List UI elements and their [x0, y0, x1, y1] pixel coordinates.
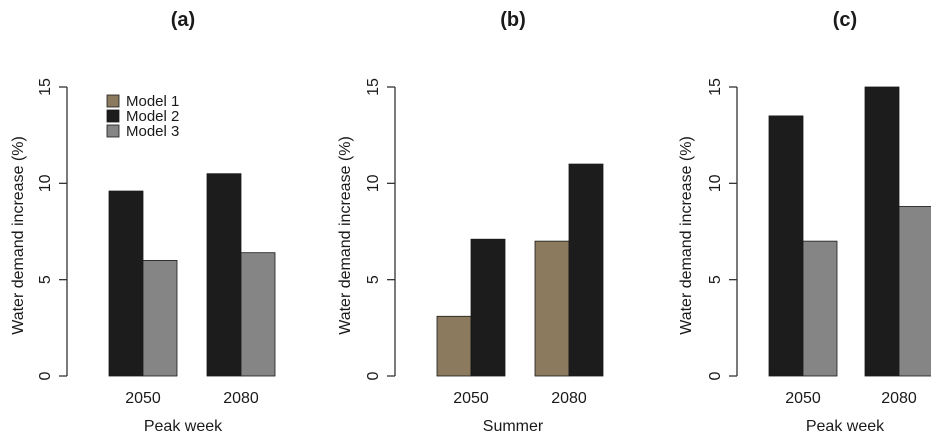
legend-swatch-model-3	[106, 124, 120, 138]
bar-model-2-2050	[470, 238, 506, 377]
y-tick-label: 0	[37, 371, 54, 380]
bar-model-3-2050	[802, 240, 838, 377]
y-tick-label: 10	[707, 174, 724, 192]
y-axis-label: Water demand increase (%)	[337, 136, 354, 335]
legend-swatch-model-2	[106, 109, 120, 123]
bar-model-1-2050	[436, 315, 472, 377]
bar-model-3-2080	[240, 252, 276, 377]
bar-model-2-2080	[864, 86, 900, 377]
x-category-label: 2050	[453, 390, 489, 407]
bar-model-2-2050	[768, 115, 804, 377]
x-category-label: 2080	[551, 390, 587, 407]
x-category-label: 2050	[785, 390, 821, 407]
x-category-label: 2080	[881, 390, 917, 407]
y-tick-label: 10	[365, 174, 382, 192]
x-category-label: 2050	[125, 390, 161, 407]
legend-swatch-model-1	[106, 94, 120, 108]
y-tick-label: 15	[365, 78, 382, 96]
legend-label: Model 2	[126, 108, 179, 125]
panel-b: (b) 0 5 10 15 Water demand increase (%) 2050 20…	[337, 9, 604, 435]
x-axis-label: Peak week	[806, 418, 885, 435]
bar-model-1-2080	[534, 240, 570, 377]
y-tick-label: 0	[707, 371, 724, 380]
panel-title: (a)	[171, 9, 195, 31]
bar-model-2-2080	[206, 173, 242, 377]
y-tick-label: 10	[37, 174, 54, 192]
x-axis-label: Peak week	[144, 418, 223, 435]
y-axis-label: Water demand increase (%)	[678, 136, 695, 335]
y-tick-label: 15	[707, 78, 724, 96]
panel-title: (c)	[833, 9, 857, 31]
bar-model-2-2050	[108, 190, 144, 377]
y-axis-label: Water demand increase (%)	[10, 136, 27, 335]
x-category-label: 2080	[223, 390, 259, 407]
y-tick-label: 5	[365, 275, 382, 284]
panel-a: (a) 0 5 10 15 Water demand increase (%) 2050 20…	[10, 9, 276, 435]
y-tick-label: 15	[37, 78, 54, 96]
x-axis-label: Summer	[483, 418, 544, 435]
panel-title: (b)	[500, 9, 526, 31]
panel-c: (c) 0 5 10 15 Water demand increase (%) 2050 20…	[678, 9, 931, 435]
bar-model-2-2080	[568, 163, 604, 377]
y-tick-label: 0	[365, 371, 382, 380]
y-tick-label: 5	[37, 275, 54, 284]
bar-model-3-2050	[142, 259, 178, 377]
legend-label: Model 1	[126, 93, 179, 110]
y-tick-label: 5	[707, 275, 724, 284]
legend-label: Model 3	[126, 123, 179, 140]
bar-model-3-2080	[898, 206, 931, 377]
